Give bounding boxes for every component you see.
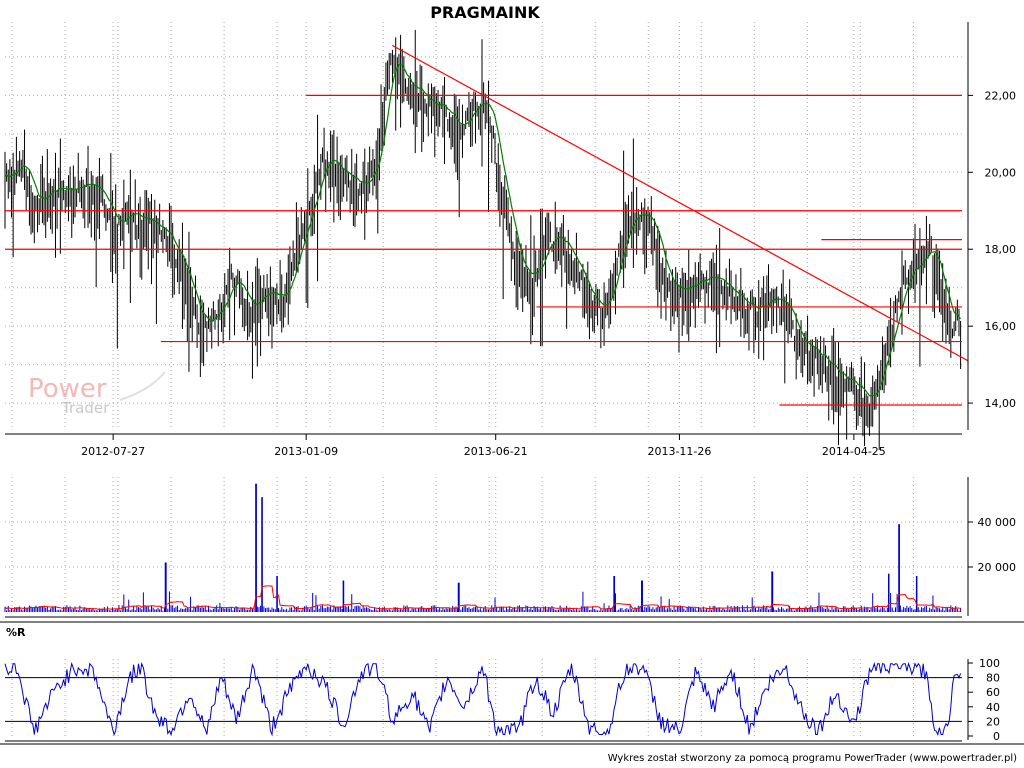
axes: 2012-07-27 2013-01-09 2013-06-21 2013-11-26… — [0, 22, 1024, 745]
williams-r-panel — [4, 661, 962, 737]
volume-tick-label: 20 000 — [978, 561, 1017, 574]
volume-tick-label: 40 000 — [978, 516, 1017, 529]
x-tick-label: 2013-11-26 — [647, 445, 711, 458]
x-tick-label: 2013-06-21 — [464, 445, 528, 458]
x-tick-label: 2012-07-27 — [81, 445, 145, 458]
chart-title: PRAGMAINK — [430, 3, 540, 22]
price-tick-label: 16,00 — [985, 320, 1017, 333]
x-tick-label: 2013-01-09 — [274, 445, 338, 458]
williams-tick-label: 0 — [993, 730, 1000, 743]
williams-r-line — [4, 661, 962, 737]
price-panel — [4, 29, 969, 450]
williams-tick-label: 60 — [986, 686, 1000, 699]
watermark-trader-text: Trader — [61, 399, 110, 417]
price-tick-label: 20,00 — [985, 166, 1017, 179]
price-tick-label: 14,00 — [985, 397, 1017, 410]
volume-average-line — [4, 585, 961, 610]
williams-tick-label: 80 — [986, 672, 1000, 685]
footer-credit: Wykres został stworzony za pomocą progra… — [608, 753, 1017, 764]
x-tick-label: 2014-04-25 — [822, 445, 886, 458]
price-tick-label: 18,00 — [985, 243, 1017, 256]
williams-tick-label: 20 — [986, 715, 1000, 728]
volume-panel — [4, 483, 962, 612]
williams-tick-label: 40 — [986, 701, 1000, 714]
trend-line — [391, 44, 969, 362]
williams-tick-label: 100 — [979, 657, 1000, 670]
watermark-swoosh-icon — [119, 371, 166, 401]
moving-average-line — [4, 63, 962, 397]
watermark-power-text: Power — [28, 374, 107, 404]
price-tick-label: 22,00 — [985, 89, 1017, 102]
williams-r-label: %R — [6, 626, 26, 639]
grid-lines — [5, 22, 962, 736]
